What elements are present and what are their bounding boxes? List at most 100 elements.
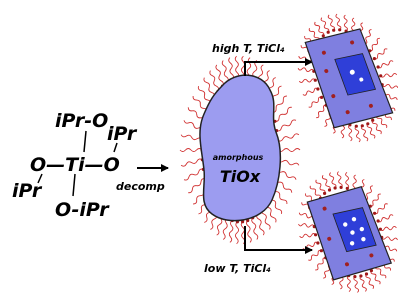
ligand — [216, 65, 223, 86]
ligand — [328, 15, 334, 30]
ligand — [184, 169, 203, 180]
ligand-anchor — [316, 241, 319, 244]
ligand-anchor — [373, 57, 376, 60]
bond — [84, 131, 86, 152]
ligand-anchor — [338, 28, 341, 31]
ligand — [298, 68, 314, 72]
ligand — [330, 173, 336, 188]
ligand — [378, 61, 393, 68]
ligand-anchor — [361, 124, 364, 127]
ligand — [246, 221, 251, 243]
ligand — [378, 215, 393, 222]
ligand — [235, 56, 239, 78]
ligand — [235, 222, 238, 244]
precursor-label: iPr — [12, 180, 43, 202]
ligand — [229, 221, 233, 243]
ligand — [222, 61, 228, 83]
ligand-anchor — [355, 125, 358, 128]
ligand — [308, 250, 321, 260]
ligand — [337, 172, 342, 188]
ligand — [380, 226, 396, 230]
branch-label: high T, TiCl₄ — [212, 42, 285, 55]
ligand — [372, 120, 381, 134]
ligand — [310, 186, 321, 198]
ligand — [346, 172, 349, 188]
ligand — [303, 242, 318, 249]
precursor-label: O-iPr — [55, 199, 110, 221]
ligand — [321, 18, 329, 33]
ligand — [382, 237, 398, 241]
ligand — [315, 258, 326, 270]
ligand-anchor — [377, 65, 380, 68]
ligand — [382, 84, 398, 88]
ligand — [278, 149, 300, 152]
precursor-label: iPr-O — [55, 110, 108, 132]
branch-label: low T, TiCl₄ — [204, 262, 271, 275]
ligand — [229, 58, 234, 80]
ligand-anchor — [371, 119, 374, 122]
ligand — [181, 159, 202, 166]
ligand — [360, 276, 366, 291]
ligand-anchor — [320, 249, 323, 252]
ligand — [277, 120, 296, 131]
ligand-anchor — [323, 192, 326, 195]
ligand — [361, 126, 367, 141]
ligand-anchor — [332, 29, 335, 32]
ligand — [371, 271, 380, 285]
precursor-label: O—Ti—O — [30, 154, 120, 176]
ligand — [375, 204, 388, 214]
ligand — [315, 22, 324, 36]
ligand-anchor — [346, 187, 349, 190]
diagram: iPr-O iPr O—Ti—O iPr O-iPr decomp amorph… — [0, 0, 398, 304]
ligand — [355, 126, 360, 142]
ligand-anchor — [322, 34, 325, 37]
ligand — [278, 134, 299, 141]
ligand-anchor — [334, 186, 337, 189]
ligand-anchor — [314, 233, 317, 236]
ligand — [365, 186, 373, 200]
ligand — [370, 38, 380, 51]
ligand — [188, 179, 205, 193]
ligand-anchor — [314, 79, 317, 82]
ligand — [381, 73, 397, 77]
ligand — [303, 88, 318, 95]
particle-label: TiOx — [220, 167, 261, 186]
ligand-anchor — [379, 74, 382, 77]
ligand — [273, 96, 287, 113]
ligand — [300, 233, 316, 237]
ligand-anchor — [328, 188, 331, 191]
ligand — [347, 276, 350, 292]
ligand — [367, 124, 375, 139]
ligand-anchor — [377, 219, 380, 222]
ligand-anchor — [316, 87, 319, 90]
crystal — [303, 23, 392, 134]
ligand — [366, 274, 374, 289]
ligand-anchor — [320, 96, 323, 99]
ligand-anchor — [365, 272, 368, 275]
precursor-label: iPr — [107, 123, 138, 145]
ligand — [180, 149, 202, 152]
ligand — [257, 214, 264, 235]
ligand-anchor — [353, 275, 356, 278]
ligand — [275, 107, 292, 121]
ligand — [309, 97, 322, 107]
ligand — [370, 194, 381, 206]
amorphous-particle — [200, 75, 280, 220]
ligand — [210, 71, 219, 92]
ligand — [348, 125, 352, 141]
ligand — [299, 224, 315, 228]
ligand-anchor — [340, 186, 343, 189]
ligand-anchor — [366, 122, 369, 125]
bond — [73, 174, 75, 196]
ligand — [344, 15, 348, 31]
ligand-anchor — [327, 31, 330, 34]
ligand — [252, 218, 258, 240]
ligand — [299, 79, 315, 83]
ligand — [223, 218, 227, 240]
ligand-anchor — [373, 212, 376, 215]
ligand — [204, 78, 215, 98]
ligand-anchor — [379, 228, 382, 231]
arrow-label: decomp — [116, 180, 165, 193]
ligand — [354, 277, 359, 293]
ligand — [336, 14, 341, 30]
